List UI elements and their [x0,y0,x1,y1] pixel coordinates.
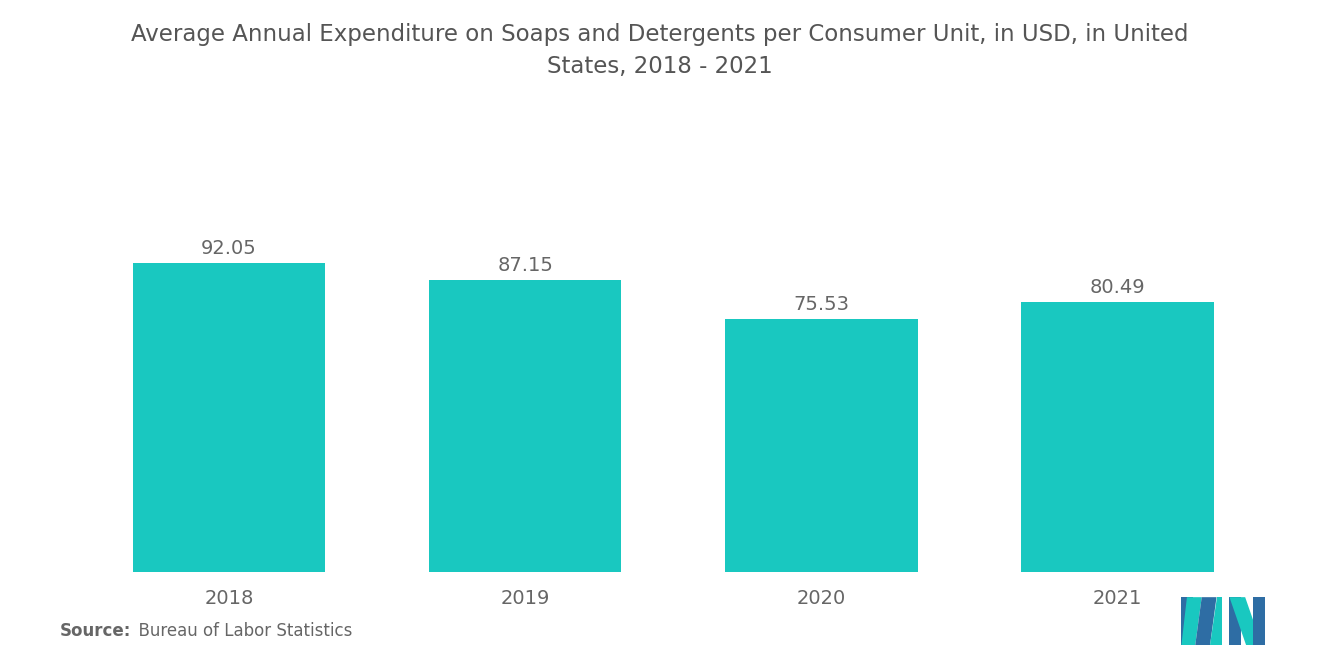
Text: 75.53: 75.53 [793,295,849,314]
Text: Bureau of Labor Statistics: Bureau of Labor Statistics [128,622,352,640]
Text: Source:: Source: [59,622,131,640]
Polygon shape [1196,597,1217,645]
Polygon shape [1229,597,1262,645]
Polygon shape [1210,597,1222,645]
Polygon shape [1181,597,1193,645]
Polygon shape [1254,597,1266,645]
Bar [429,279,622,572]
Polygon shape [1181,597,1201,645]
Text: 80.49: 80.49 [1090,278,1146,297]
Text: Average Annual Expenditure on Soaps and Detergents per Consumer Unit, in USD, in: Average Annual Expenditure on Soaps and … [131,23,1189,78]
Text: 87.15: 87.15 [498,255,553,275]
Polygon shape [1229,597,1241,645]
Bar [1022,302,1214,572]
Bar [725,319,917,572]
Text: 92.05: 92.05 [201,239,257,258]
Bar [132,263,325,572]
